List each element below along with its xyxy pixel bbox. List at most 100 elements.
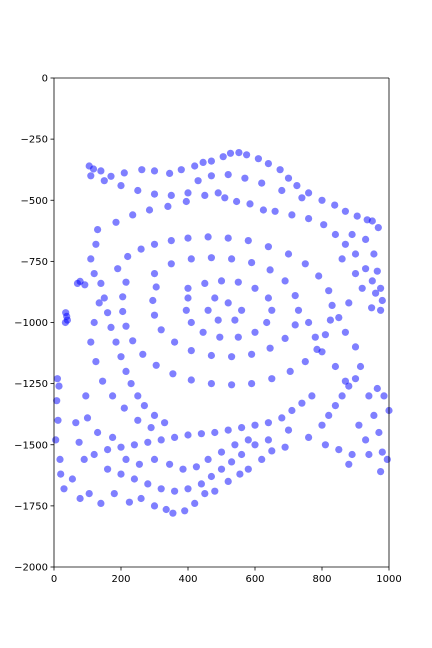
scatter-point bbox=[353, 212, 361, 220]
scatter-point bbox=[345, 460, 353, 468]
scatter-point bbox=[107, 172, 115, 180]
scatter-point bbox=[362, 265, 370, 273]
scatter-point bbox=[293, 182, 301, 190]
x-tick-label: 800 bbox=[312, 574, 331, 585]
scatter-point bbox=[281, 277, 289, 285]
scatter-point bbox=[167, 260, 175, 268]
scatter-point bbox=[231, 441, 239, 449]
scatter-point bbox=[228, 255, 236, 263]
scatter-point bbox=[248, 259, 256, 267]
scatter-point bbox=[234, 278, 242, 286]
scatter-point bbox=[370, 411, 378, 419]
scatter-point bbox=[259, 206, 267, 214]
scatter-point bbox=[278, 414, 286, 422]
scatter-point bbox=[182, 306, 190, 314]
scatter-point bbox=[187, 318, 195, 327]
scatter-point bbox=[161, 419, 169, 427]
scatter-point bbox=[95, 299, 103, 307]
scatter-point bbox=[130, 475, 138, 483]
scatter-point bbox=[167, 237, 175, 245]
scatter-point bbox=[236, 470, 244, 478]
scatter-point bbox=[221, 194, 229, 202]
scatter-point bbox=[90, 318, 98, 327]
scatter-point bbox=[87, 255, 95, 263]
scatter-point bbox=[268, 375, 276, 383]
scatter-point bbox=[122, 278, 130, 286]
scatter-point bbox=[184, 485, 192, 493]
scatter-point bbox=[301, 358, 309, 366]
scatter-point bbox=[321, 331, 329, 339]
scatter-point bbox=[207, 254, 215, 262]
scatter-point bbox=[117, 353, 125, 361]
scatter-point bbox=[192, 463, 200, 471]
scatter-point bbox=[380, 392, 388, 400]
scatter-point bbox=[204, 306, 212, 314]
scatter-point bbox=[194, 177, 202, 185]
scatter-point bbox=[241, 174, 249, 182]
scatter-point bbox=[119, 293, 127, 301]
scatter-point bbox=[201, 191, 209, 199]
scatter-point bbox=[248, 350, 256, 358]
scatter-point bbox=[137, 245, 145, 253]
scatter-points bbox=[52, 149, 393, 517]
scatter-point bbox=[231, 316, 239, 324]
scatter-point bbox=[284, 426, 293, 434]
scatter-point bbox=[68, 475, 76, 483]
scatter-point bbox=[85, 490, 93, 498]
x-tick-label: 1000 bbox=[376, 574, 401, 585]
scatter-point bbox=[150, 455, 159, 463]
scatter-point bbox=[338, 392, 346, 400]
scatter-point bbox=[145, 206, 154, 214]
scatter-point bbox=[184, 284, 192, 292]
scatter-point bbox=[331, 362, 339, 371]
scatter-point bbox=[187, 255, 195, 263]
scatter-point bbox=[318, 196, 326, 204]
scatter-point bbox=[320, 221, 328, 229]
scatter-point bbox=[351, 375, 360, 383]
scatter-point bbox=[184, 431, 192, 439]
scatter-point bbox=[149, 296, 157, 305]
scatter-point bbox=[264, 436, 272, 444]
scatter-point bbox=[197, 430, 205, 438]
scatter-point bbox=[150, 411, 159, 419]
scatter-point bbox=[383, 455, 391, 463]
scatter-point bbox=[150, 502, 159, 510]
scatter-point bbox=[228, 353, 236, 361]
scatter-point bbox=[348, 230, 356, 239]
scatter-point bbox=[251, 328, 259, 336]
scatter-point bbox=[120, 404, 128, 412]
scatter-point bbox=[110, 490, 118, 498]
scatter-point bbox=[204, 455, 212, 463]
scatter-point bbox=[201, 490, 209, 498]
y-tick-label: 0 bbox=[42, 74, 48, 85]
scatter-point bbox=[87, 338, 95, 346]
scatter-point bbox=[134, 416, 142, 424]
scatter-point bbox=[238, 424, 246, 432]
x-tick-label: 400 bbox=[178, 574, 197, 585]
scatter-point bbox=[138, 166, 146, 174]
scatter-point bbox=[335, 446, 343, 454]
scatter-point bbox=[117, 182, 125, 190]
scatter-point bbox=[373, 267, 381, 275]
scatter-point bbox=[244, 436, 252, 444]
scatter-point bbox=[298, 194, 306, 202]
scatter-point bbox=[76, 494, 84, 503]
scatter-point bbox=[139, 350, 147, 358]
scatter-point bbox=[368, 277, 376, 285]
scatter-point bbox=[171, 487, 179, 495]
scatter-point bbox=[150, 270, 159, 278]
scatter-point bbox=[341, 207, 349, 215]
scatter-point bbox=[134, 186, 142, 195]
scatter-point bbox=[271, 207, 279, 215]
scatter-point bbox=[294, 306, 303, 314]
scatter-point bbox=[244, 237, 252, 245]
scatter-point bbox=[152, 283, 160, 291]
scatter-point bbox=[224, 234, 232, 242]
scatter-point bbox=[54, 416, 62, 424]
scatter-point bbox=[377, 306, 385, 314]
scatter-point bbox=[264, 243, 272, 251]
scatter-point bbox=[104, 446, 112, 454]
scatter-point bbox=[358, 284, 366, 292]
scatter-point bbox=[92, 358, 100, 366]
scatter-point bbox=[125, 498, 133, 506]
